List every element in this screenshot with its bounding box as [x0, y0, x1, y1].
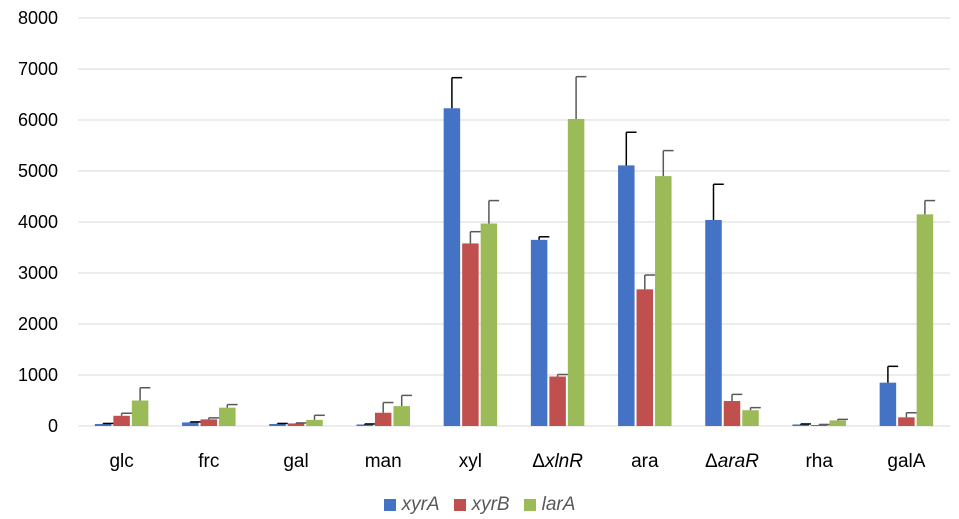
x-tick-label: man — [365, 451, 402, 472]
error-bar-larA-man — [400, 394, 412, 407]
error-bar-larA-gal — [313, 414, 325, 420]
error-bar-xyrA-gal — [276, 422, 288, 425]
bar-xyrA-ara — [618, 165, 635, 426]
x-axis-labels: glc frc gal man xyl ΔxlnR ara ΔaraR rha galA — [109, 451, 925, 472]
error-bar-larA-galA — [924, 199, 936, 215]
y-tick-label: 7000 — [18, 59, 58, 79]
legend-item-xyrB: xyrB — [453, 494, 510, 516]
y-tick-label: 1000 — [18, 365, 58, 385]
bar-xyrA-rha — [792, 424, 809, 426]
y-tick-label: 0 — [48, 416, 58, 436]
bar-xyrB-gal — [287, 423, 305, 426]
bar-xyrA-ΔxlnR — [530, 239, 548, 426]
x-tick-label: ΔxlnR — [532, 451, 583, 472]
y-tick-label: 8000 — [18, 8, 58, 28]
y-axis-ticks: 0 1000 2000 3000 4000 5000 6000 7000 8000 — [18, 8, 58, 436]
bar-larA-man — [393, 406, 410, 426]
x-tick-label: ara — [631, 451, 659, 472]
legend-label-larA: larA — [541, 494, 576, 515]
error-bars — [102, 75, 936, 426]
bar-larA-xyl — [480, 223, 498, 426]
legend: xyrA xyrB larA — [0, 492, 959, 518]
error-bar-xyrB-galA — [905, 411, 917, 418]
error-bar-xyrB-man — [382, 401, 394, 413]
bar-larA-ΔaraR — [742, 410, 759, 426]
error-bar-larA-glc — [139, 387, 151, 401]
error-bar-xyrB-xyl — [469, 230, 481, 244]
bar-larA-gal — [306, 419, 323, 426]
bar-xyrA-gal — [269, 423, 286, 426]
error-bar-larA-xyl — [488, 199, 500, 224]
error-bar-xyrA-man — [363, 423, 375, 425]
y-tick-label: 2000 — [18, 314, 58, 334]
bar-larA-frc — [219, 407, 236, 426]
bar-larA-glc — [131, 400, 149, 426]
gridlines — [78, 17, 950, 376]
bar-xyrB-ara — [636, 289, 654, 426]
bar-xyrA-xyl — [443, 108, 461, 427]
error-bar-xyrB-ΔxlnR — [556, 373, 568, 377]
x-tick-label: frc — [198, 451, 219, 472]
chart-area: 0 1000 2000 3000 4000 5000 6000 7000 8000 glc frc… — [18, 8, 950, 472]
error-bar-larA-ΔaraR — [749, 406, 761, 411]
error-bar-xyrA-ΔxlnR — [538, 236, 550, 240]
x-tick-label: ΔaraR — [705, 451, 759, 472]
legend-item-xyrA: xyrA — [383, 494, 440, 516]
x-tick-label: galA — [887, 451, 925, 472]
legend-swatch-larA — [523, 499, 536, 511]
error-bar-xyrA-ΔaraR — [712, 183, 724, 220]
error-bar-xyrB-ara — [644, 274, 656, 290]
bar-xyrB-frc — [200, 419, 218, 426]
legend-label-xyrA: xyrA — [401, 494, 440, 515]
bar-xyrB-man — [374, 412, 392, 426]
legend-swatch-xyrB — [453, 499, 466, 511]
bar-xyrB-rha — [810, 424, 828, 426]
bar-xyrB-xyl — [462, 243, 479, 426]
legend-label-xyrB: xyrB — [471, 494, 510, 515]
y-tick-label: 6000 — [18, 110, 58, 130]
bar-xyrA-man — [356, 424, 373, 426]
error-bar-xyrA-galA — [887, 365, 899, 383]
error-bar-larA-rha — [836, 418, 848, 421]
error-bar-xyrA-frc — [189, 421, 201, 423]
bar-xyrA-galA — [879, 382, 897, 426]
bar-larA-ΔxlnR — [567, 118, 585, 426]
bar-xyrA-frc — [182, 422, 199, 426]
error-bar-xyrB-rha — [818, 423, 830, 426]
error-bar-larA-frc — [226, 403, 238, 408]
error-bar-xyrA-xyl — [451, 76, 463, 109]
error-bar-larA-ΔxlnR — [575, 75, 587, 119]
bar-xyrB-galA — [898, 417, 915, 426]
bar-larA-ara — [655, 176, 672, 426]
bar-larA-rha — [829, 420, 846, 426]
legend-item-larA: larA — [523, 494, 576, 516]
bar-xyrB-ΔaraR — [723, 401, 741, 426]
y-tick-label: 4000 — [18, 212, 58, 232]
legend-swatch-xyrA — [383, 499, 396, 511]
x-tick-label: glc — [109, 451, 133, 472]
error-bar-xyrA-rha — [799, 423, 811, 425]
y-tick-label: 3000 — [18, 263, 58, 283]
bar-xyrA-glc — [94, 423, 112, 426]
error-bar-xyrB-ΔaraR — [731, 393, 743, 402]
error-bar-xyrA-ara — [625, 131, 637, 166]
error-bar-xyrA-glc — [102, 422, 114, 425]
x-tick-label: xyl — [459, 451, 482, 472]
bar-xyrB-ΔxlnR — [549, 376, 566, 426]
error-bar-xyrB-frc — [208, 417, 220, 420]
x-tick-label: rha — [805, 451, 833, 472]
error-bar-larA-ara — [662, 149, 674, 177]
x-tick-label: gal — [283, 451, 308, 472]
error-bar-xyrB-glc — [120, 412, 132, 416]
bar-series — [94, 108, 934, 427]
bar-larA-galA — [916, 214, 934, 426]
y-tick-label: 5000 — [18, 161, 58, 181]
bar-xyrA-ΔaraR — [705, 219, 722, 426]
error-bar-xyrB-gal — [295, 422, 307, 424]
bar-xyrB-glc — [113, 415, 130, 426]
